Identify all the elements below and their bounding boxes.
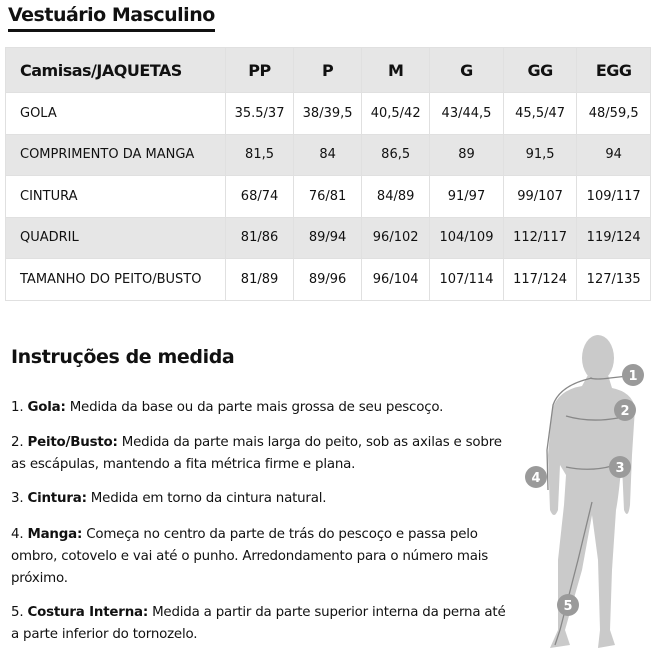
size-value: 84/89 [361, 175, 431, 218]
size-table: Camisas/JAQUETAS PP P M G GG EGG GOLA 35.5/37 38… [5, 47, 651, 301]
marker-circle [609, 456, 631, 478]
marker-number: 3 [615, 461, 624, 476]
instruction-item: 1. Gola: Medida da base ou da parte mais… [11, 397, 511, 419]
size-value: 91/97 [429, 175, 504, 218]
measurement-markers: 1 2 3 4 5 [525, 364, 644, 616]
size-value: 86,5 [361, 133, 431, 176]
size-value: 96/102 [361, 216, 431, 259]
instruction-text: Medida em torno da cintura natural. [90, 491, 327, 506]
size-value: 117/124 [502, 258, 578, 301]
size-value: 40,5/42 [361, 92, 431, 135]
instruction-text: Medida a partir da parte superior intern… [11, 605, 506, 642]
instruction-term: Cintura: [27, 491, 87, 506]
table-row: CINTURA 68/74 76/81 84/89 91/97 99/107 109/117 [5, 175, 651, 218]
table-row: TAMANHO DO PEITO/BUSTO 81/89 89/96 96/104 10… [5, 258, 651, 301]
category-header: Camisas/JAQUETAS [5, 47, 226, 93]
marker-number: 1 [628, 369, 637, 384]
size-value: 109/117 [576, 175, 651, 218]
instruction-item: 5. Costura Interna: Medida a partir da p… [11, 602, 511, 646]
size-value: 127/135 [576, 258, 651, 301]
size-value: 112/117 [502, 216, 578, 259]
instruction-number: 1. [11, 400, 24, 415]
measurement-label: CINTURA [5, 175, 226, 218]
body-measurement-figure: 1 2 3 4 5 [525, 335, 644, 648]
size-value: 35.5/37 [224, 92, 295, 135]
size-header: P [293, 47, 363, 93]
table-row: COMPRIMENTO DA MANGA 81,5 84 86,5 89 91,5 94 [5, 133, 651, 176]
page-title: Vestuário Masculino [8, 2, 215, 32]
marker-circle [557, 594, 579, 616]
measurement-label: QUADRIL [5, 216, 226, 259]
size-value: 91,5 [502, 133, 578, 176]
instruction-text: Medida da base ou da parte mais grossa d… [69, 400, 444, 415]
table-row: QUADRIL 81/86 89/94 96/102 104/109 112/117 119… [5, 216, 651, 259]
size-value: 107/114 [429, 258, 504, 301]
size-value: 94 [576, 133, 651, 176]
size-header: GG [502, 47, 578, 93]
size-value: 89/94 [293, 216, 363, 259]
size-value: 119/124 [576, 216, 651, 259]
measurement-label: COMPRIMENTO DA MANGA [5, 133, 226, 176]
size-value: 76/81 [293, 175, 363, 218]
size-value: 81,5 [224, 133, 295, 176]
size-value: 89 [429, 133, 504, 176]
instruction-term: Manga: [27, 527, 83, 542]
marker-circle [525, 466, 547, 488]
size-header: M [361, 47, 431, 93]
instruction-number: 4. [11, 527, 24, 542]
instruction-number: 5. [11, 605, 24, 620]
size-value: 43/44,5 [429, 92, 504, 135]
marker-circle [614, 399, 636, 421]
instruction-number: 3. [11, 491, 24, 506]
size-value: 99/107 [502, 175, 578, 218]
size-value: 48/59,5 [576, 92, 651, 135]
instruction-text: Começa no centro da parte de trás do pes… [11, 527, 489, 586]
table-row: GOLA 35.5/37 38/39,5 40,5/42 43/44,5 45,5/47 4… [5, 92, 651, 135]
instructions-heading: Instruções de medida [11, 346, 235, 368]
instruction-number: 2. [11, 435, 24, 450]
size-header: EGG [576, 47, 651, 93]
marker-number: 2 [620, 404, 629, 419]
size-value: 84 [293, 133, 363, 176]
size-value: 81/86 [224, 216, 295, 259]
instruction-term: Gola: [27, 400, 66, 415]
size-header: G [429, 47, 504, 93]
size-value: 96/104 [361, 258, 431, 301]
size-value: 104/109 [429, 216, 504, 259]
instruction-item: 3. Cintura: Medida em torno da cintura n… [11, 488, 511, 510]
size-value: 45,5/47 [502, 92, 578, 135]
instruction-text: Medida da parte mais larga do peito, sob… [11, 435, 502, 472]
instruction-item: 4. Manga: Começa no centro da parte de t… [11, 524, 511, 590]
instruction-term: Costura Interna: [27, 605, 149, 620]
measurement-label: GOLA [5, 92, 226, 135]
size-value: 81/89 [224, 258, 295, 301]
marker-circle [622, 364, 644, 386]
size-value: 89/96 [293, 258, 363, 301]
size-header: PP [224, 47, 295, 93]
size-value: 38/39,5 [293, 92, 363, 135]
size-value: 68/74 [224, 175, 295, 218]
marker-number: 5 [563, 599, 572, 614]
measurement-label: TAMANHO DO PEITO/BUSTO [5, 258, 226, 301]
marker-number: 4 [531, 471, 540, 486]
instruction-item: 2. Peito/Busto: Medida da parte mais lar… [11, 432, 511, 476]
instruction-term: Peito/Busto: [27, 435, 118, 450]
